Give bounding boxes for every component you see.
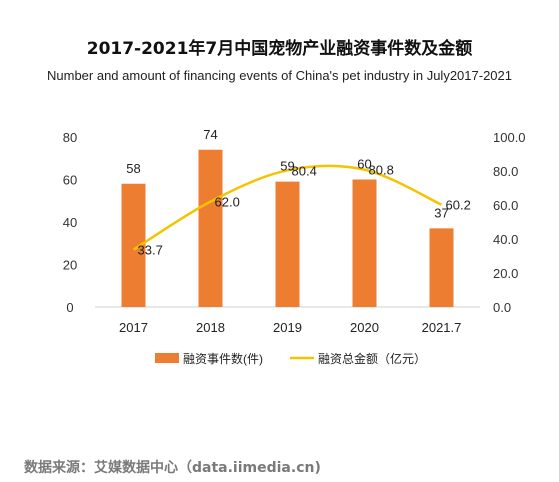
amount-line (132, 164, 443, 251)
left-axis-ticks: 0 20 40 60 80 (63, 130, 77, 315)
line-value-label: 60.2 (446, 198, 471, 213)
bar-value-label: 74 (203, 127, 217, 142)
legend-bar-swatch (155, 353, 179, 363)
data-labels: 58 74 59 60 37 33.7 62.0 80.4 80.8 60.2 (126, 127, 471, 258)
bar (352, 179, 377, 307)
bar (429, 228, 454, 307)
right-tick-label: 40.0 (493, 232, 518, 247)
line-value-label: 62.0 (215, 195, 240, 210)
left-tick-label: 80 (63, 130, 77, 145)
bar-value-label: 37 (434, 205, 448, 220)
legend-line-label: 融资总金额（亿元） (318, 351, 426, 366)
bar-value-label: 60 (357, 157, 371, 172)
x-axis-labels: 2017 2018 2019 2020 2021.7 (119, 320, 461, 335)
right-tick-label: 20.0 (493, 266, 518, 281)
x-tick-label: 2020 (350, 320, 379, 335)
line-value-label: 33.7 (138, 243, 163, 258)
legend: 融资事件数(件) 融资总金额（亿元） (155, 351, 426, 366)
right-axis-ticks: 0.0 20.0 40.0 60.0 80.0 100.0 (493, 130, 526, 315)
left-tick-label: 20 (63, 258, 77, 273)
right-tick-label: 60.0 (493, 198, 518, 213)
x-tick-label: 2021.7 (422, 320, 462, 335)
chart-subtitle: Number and amount of financing events of… (47, 68, 512, 83)
line-value-label: 80.4 (292, 163, 317, 178)
left-tick-label: 60 (63, 173, 77, 188)
x-tick-label: 2017 (119, 320, 148, 335)
bar-value-label: 59 (280, 159, 294, 174)
right-tick-label: 100.0 (493, 130, 526, 145)
line-value-label: 80.8 (369, 163, 394, 178)
bar (275, 181, 300, 307)
x-tick-label: 2018 (196, 320, 225, 335)
right-tick-label: 0.0 (493, 300, 511, 315)
left-tick-label: 40 (63, 215, 77, 230)
legend-bar-label: 融资事件数(件) (183, 351, 263, 366)
right-tick-label: 80.0 (493, 164, 518, 179)
bar-value-label: 58 (126, 161, 140, 176)
chart-title: 2017-2021年7月中国宠物产业融资事件数及金额 (86, 39, 473, 59)
x-tick-label: 2019 (273, 320, 302, 335)
left-tick-label: 0 (66, 300, 73, 315)
line-series (132, 164, 443, 251)
bar (198, 149, 223, 307)
bar-series (121, 149, 454, 307)
source-note: 数据来源：艾媒数据中心（data.iimedia.cn) (24, 460, 321, 476)
